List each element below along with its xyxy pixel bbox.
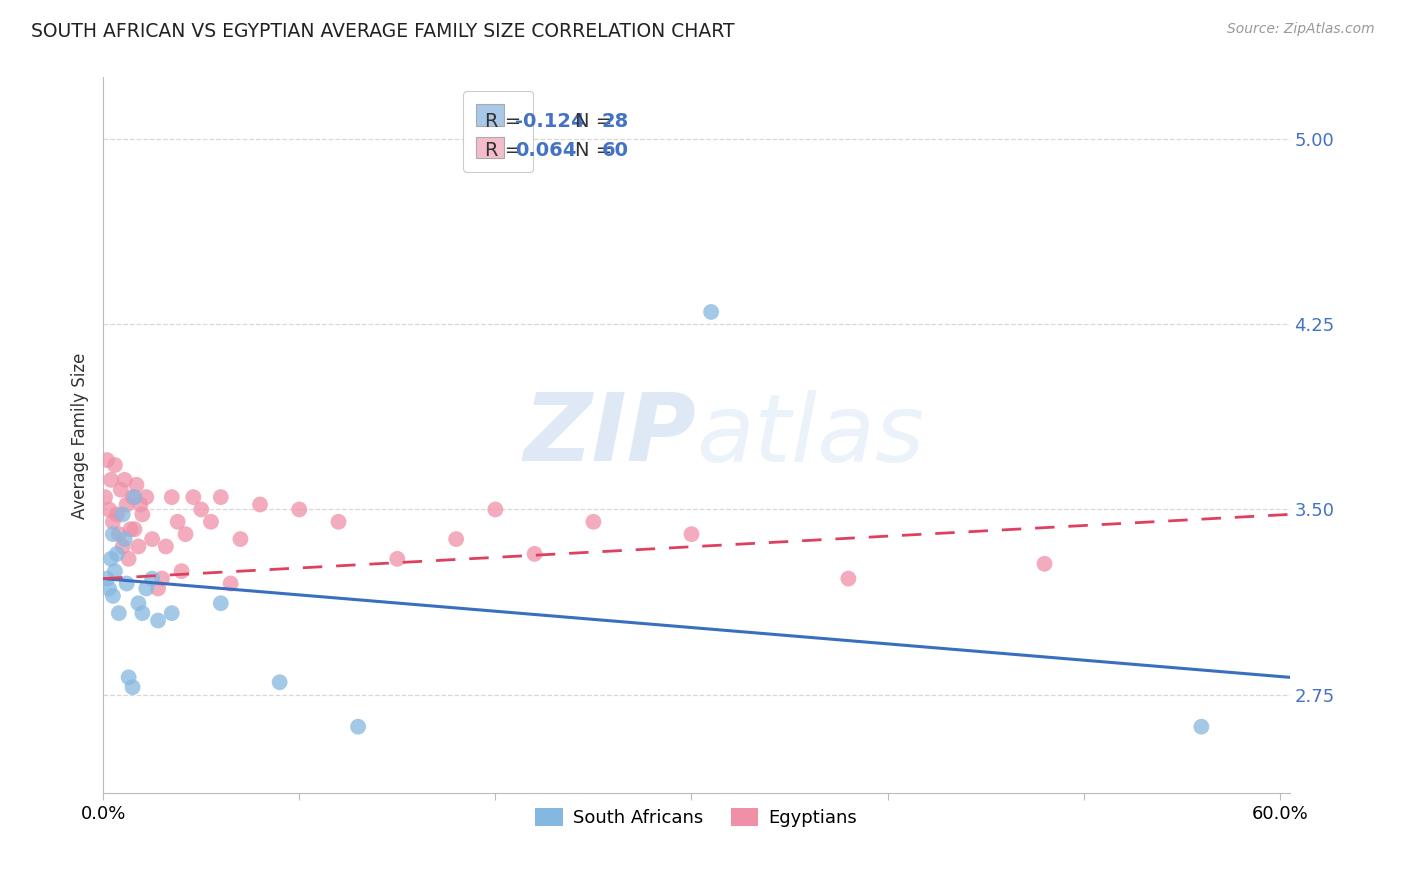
Point (117, 551, 139, 566)
Point (114, 532, 136, 546)
Point (200, 515, 222, 529)
Point (444, 532, 467, 546)
Point (328, 515, 350, 529)
Point (129, 498, 152, 512)
Text: 60: 60 (602, 141, 628, 160)
Point (229, 532, 252, 546)
Point (108, 527, 131, 541)
Point (108, 606, 131, 620)
Point (105, 547, 128, 561)
Point (125, 477, 148, 491)
Point (110, 483, 132, 497)
Text: R =: R = (485, 112, 527, 131)
Point (269, 675, 291, 690)
Point (131, 606, 153, 620)
Text: N =: N = (575, 141, 619, 160)
Point (174, 527, 197, 541)
Point (166, 515, 188, 529)
Text: ZIP: ZIP (523, 390, 696, 482)
Point (160, 606, 183, 620)
Point (96, 572, 118, 586)
Point (160, 490, 183, 504)
Text: SOUTH AFRICAN VS EGYPTIAN AVERAGE FAMILY SIZE CORRELATION CHART: SOUTH AFRICAN VS EGYPTIAN AVERAGE FAMILY… (31, 22, 734, 41)
Point (209, 490, 232, 504)
Point (114, 473, 136, 487)
Point (98, 502, 121, 516)
Point (101, 515, 124, 529)
Point (582, 515, 605, 529)
Point (249, 498, 271, 512)
Text: atlas: atlas (696, 390, 925, 481)
Point (146, 614, 169, 628)
Point (135, 582, 157, 596)
Point (127, 596, 149, 610)
Point (121, 490, 143, 504)
Point (111, 540, 134, 554)
Point (681, 527, 703, 541)
Point (150, 572, 173, 586)
Point (183, 490, 205, 504)
Text: N =: N = (575, 112, 619, 131)
Point (104, 458, 127, 472)
Point (155, 540, 177, 554)
Point (387, 551, 409, 566)
Text: 28: 28 (602, 112, 628, 131)
Y-axis label: Average Family Size: Average Family Size (72, 352, 89, 518)
Point (96, 453, 118, 467)
Legend: South Africans, Egyptians: South Africans, Egyptians (529, 801, 865, 834)
Point (104, 564, 127, 578)
Point (101, 527, 124, 541)
Point (94, 490, 117, 504)
Point (170, 564, 193, 578)
Point (347, 720, 370, 734)
Point (146, 582, 169, 596)
Point (141, 532, 163, 546)
Point (124, 490, 146, 504)
Point (111, 508, 134, 522)
Point (100, 551, 122, 566)
Text: -0.124: -0.124 (515, 112, 585, 131)
Point (700, 305, 723, 319)
Point (484, 502, 506, 516)
Point (101, 589, 124, 603)
Point (131, 508, 153, 522)
Point (288, 502, 311, 516)
Point (115, 498, 138, 512)
Point (837, 572, 859, 586)
Point (190, 502, 212, 516)
Text: 0.064: 0.064 (515, 141, 576, 160)
Point (115, 576, 138, 591)
Point (120, 522, 142, 536)
Point (135, 490, 157, 504)
Point (219, 576, 242, 591)
Point (98, 582, 121, 596)
Point (117, 670, 139, 684)
Point (1189, 720, 1212, 734)
Point (121, 680, 143, 694)
Point (523, 547, 546, 561)
Point (209, 596, 232, 610)
Text: R =: R = (485, 141, 527, 160)
Point (1033, 557, 1056, 571)
Point (124, 522, 146, 536)
Point (105, 508, 128, 522)
Text: Source: ZipAtlas.com: Source: ZipAtlas.com (1227, 22, 1375, 37)
Point (100, 473, 122, 487)
Point (127, 540, 149, 554)
Point (141, 572, 163, 586)
